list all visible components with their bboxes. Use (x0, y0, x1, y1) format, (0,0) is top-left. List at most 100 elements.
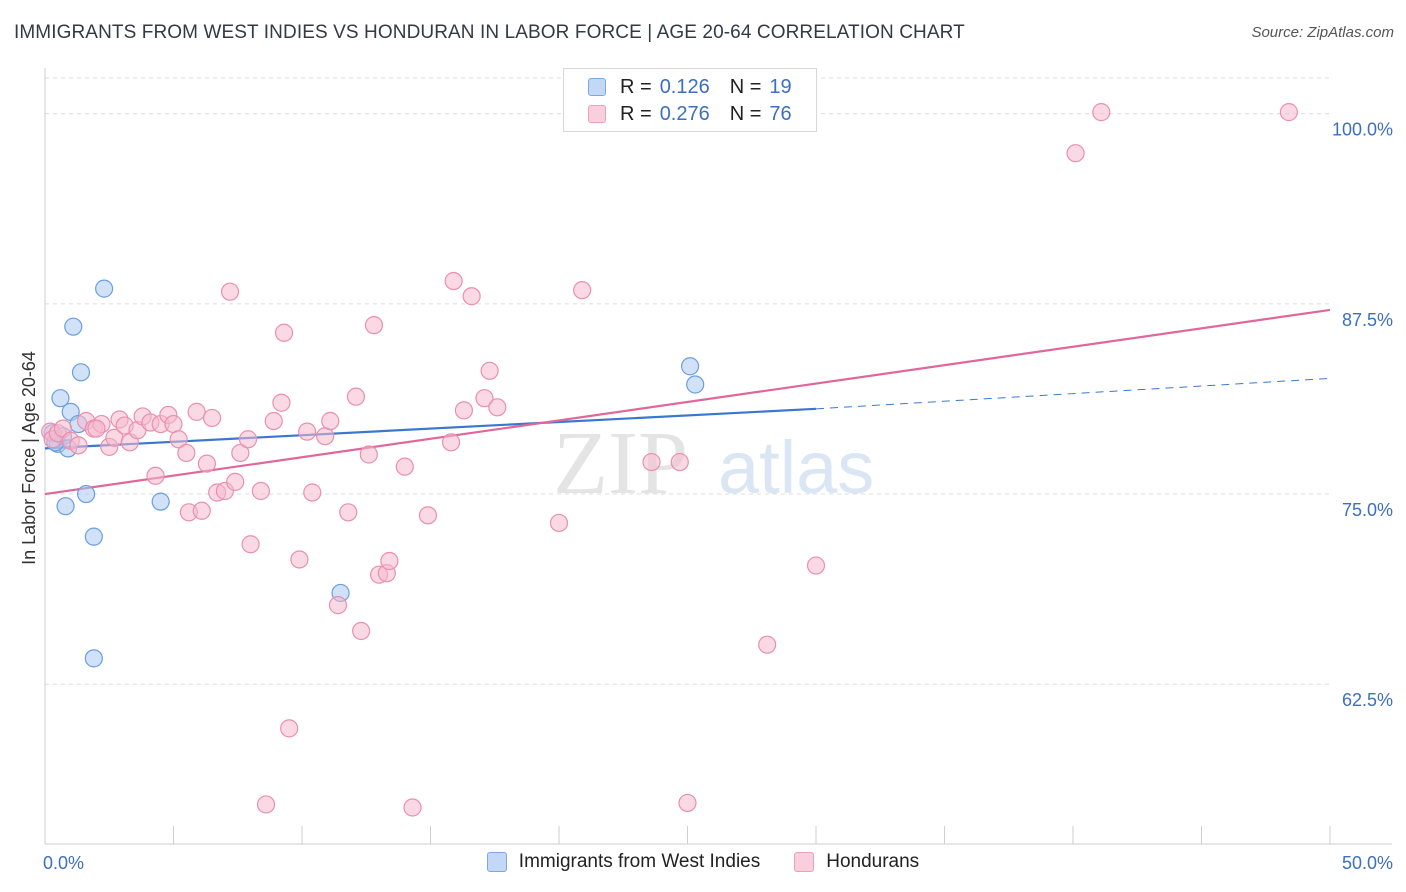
point-hondurans (364, 316, 384, 335)
point-hondurans (251, 481, 270, 501)
legend-n-label: N = (729, 75, 762, 98)
bottom-legend-label-hondurans: Hondurans (826, 851, 920, 872)
point-west-indies (84, 527, 103, 546)
point-hondurans (197, 454, 217, 473)
point-hondurans (87, 419, 106, 438)
point-hondurans (806, 556, 826, 575)
point-hondurans (274, 323, 294, 342)
point-hondurans (462, 287, 481, 306)
y-tick-label: 100.0% (1332, 120, 1393, 140)
point-hondurans (418, 506, 438, 525)
point-hondurans (670, 452, 689, 472)
point-west-indies (84, 649, 103, 668)
point-hondurans (280, 719, 299, 738)
trend-line-west-indies-extension (815, 377, 1331, 410)
point-hondurans (475, 389, 494, 408)
point-west-indies (680, 357, 700, 376)
point-hondurans (220, 282, 240, 301)
point-hondurans (441, 433, 461, 452)
data-points (41, 103, 1298, 817)
legend-r-value: 0.276 (659, 102, 710, 125)
point-west-indies (151, 492, 170, 511)
x-tick-label: 0.0% (43, 853, 84, 873)
point-hondurans (758, 635, 777, 654)
point-hondurans (352, 621, 371, 641)
point-hondurans (241, 535, 260, 554)
point-hondurans (480, 361, 499, 380)
bottom-legend-item-west-indies: Immigrants from West Indies (486, 851, 761, 873)
point-hondurans (187, 402, 206, 421)
watermark-atlas: atlas (718, 426, 874, 509)
point-hondurans (231, 443, 250, 463)
point-hondurans (164, 414, 183, 434)
point-hondurans (328, 596, 348, 615)
point-west-indies (64, 317, 83, 336)
point-hondurans (202, 408, 222, 428)
point-hondurans (1092, 103, 1111, 122)
point-west-indies (51, 389, 70, 408)
point-hondurans (549, 513, 569, 533)
bottom-legend-swatch-west-indies (486, 852, 507, 872)
watermark-zip: ZIP (553, 414, 688, 513)
point-hondurans (316, 427, 335, 446)
legend-swatch-west-indies (588, 78, 606, 96)
point-hondurans (169, 430, 188, 449)
point-hondurans (1066, 144, 1085, 163)
point-hondurans (321, 411, 340, 431)
point-west-indies (56, 497, 75, 516)
legend-n-value: 19 (769, 75, 792, 98)
point-hondurans (395, 457, 414, 476)
x-tick-label: 50.0% (1342, 853, 1393, 873)
chart-title: IMMIGRANTS FROM WEST INDIES VS HONDURAN … (14, 22, 965, 43)
legend-n-label: N = (729, 102, 762, 125)
point-hondurans (488, 398, 507, 417)
point-hondurans (177, 443, 196, 463)
legend-n-value: 76 (769, 102, 792, 125)
bottom-legend-swatch-hondurans (794, 852, 815, 872)
point-hondurans (346, 387, 366, 406)
point-hondurans (642, 452, 661, 472)
point-hondurans (298, 422, 317, 441)
point-hondurans (290, 550, 309, 569)
point-hondurans (264, 411, 283, 431)
tick-labels: 100.0% 87.5% 75.0% 62.5% 0.0% 50.0% (43, 120, 1393, 873)
point-west-indies (95, 279, 114, 298)
legend-row-west-indies: R = 0.126 N = 19 (588, 74, 792, 100)
point-hondurans (380, 551, 399, 571)
point-hondurans (69, 436, 88, 455)
source-credit: Source: ZipAtlas.com (1251, 24, 1394, 41)
y-tick-label: 87.5% (1342, 310, 1393, 330)
y-axis-title: In Labor Force | Age 20-64 (19, 351, 39, 565)
watermark: ZIP atlas (553, 414, 874, 513)
point-hondurans (403, 798, 422, 817)
point-west-indies (71, 363, 91, 382)
point-hondurans (238, 430, 258, 449)
axes (44, 68, 1392, 845)
legend-swatch-hondurans (588, 105, 606, 123)
point-hondurans (303, 483, 322, 502)
point-hondurans (192, 501, 211, 520)
point-hondurans (1279, 103, 1298, 122)
point-hondurans (454, 401, 474, 420)
y-tick-label: 75.0% (1342, 500, 1393, 520)
point-hondurans (226, 472, 245, 491)
bottom-legend: Immigrants from West Indies Hondurans (0, 851, 1406, 873)
point-hondurans (678, 793, 697, 813)
bottom-legend-item-hondurans: Hondurans (794, 851, 919, 873)
legend-r-label: R = (620, 75, 652, 98)
point-hondurans (444, 271, 463, 291)
point-west-indies (77, 484, 96, 504)
legend-row-hondurans: R = 0.276 N = 76 (588, 101, 792, 127)
point-hondurans (256, 795, 276, 814)
point-hondurans (339, 503, 358, 522)
point-hondurans (272, 393, 291, 412)
legend-r-label: R = (620, 102, 652, 125)
point-hondurans (146, 466, 165, 485)
y-tick-label: 62.5% (1342, 690, 1393, 710)
bottom-legend-label-west-indies: Immigrants from West Indies (518, 851, 761, 872)
legend-r-value: 0.126 (659, 75, 710, 98)
legend-box: R = 0.126 N = 19 R = 0.276 N = 76 (563, 68, 817, 132)
point-west-indies (686, 375, 705, 394)
point-hondurans (359, 445, 378, 464)
